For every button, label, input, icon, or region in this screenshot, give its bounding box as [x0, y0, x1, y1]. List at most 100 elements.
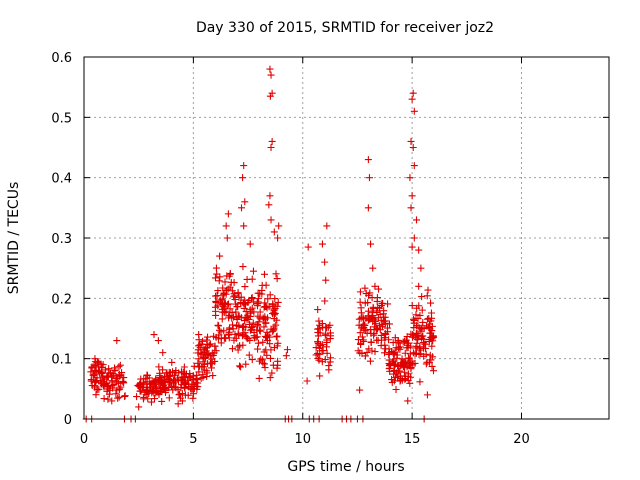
data-point: [426, 329, 434, 337]
data-point: [139, 395, 147, 403]
data-point: [391, 334, 399, 342]
data-point: [108, 397, 116, 405]
data-point: [323, 222, 331, 230]
data-point: [254, 339, 262, 347]
data-point: [262, 281, 270, 289]
data-point: [356, 386, 364, 394]
data-point: [407, 204, 415, 212]
data-point: [175, 391, 183, 399]
data-point: [243, 275, 251, 283]
data-point: [248, 356, 256, 364]
data-point: [371, 348, 379, 356]
data-point: [87, 376, 95, 384]
data-point: [269, 301, 277, 309]
data-point: [185, 383, 193, 391]
data-point: [230, 279, 238, 287]
data-point: [249, 319, 257, 327]
data-point: [100, 395, 108, 403]
data-point: [239, 174, 247, 182]
data-point: [246, 336, 254, 344]
data-point: [356, 298, 364, 306]
data-point: [391, 367, 399, 375]
data-point: [270, 308, 278, 316]
data-point: [312, 344, 320, 352]
data-point: [261, 303, 269, 311]
data-point: [246, 320, 254, 328]
data-point: [396, 345, 404, 353]
data-point: [231, 330, 239, 338]
data-point: [260, 323, 268, 331]
data-point: [260, 270, 268, 278]
data-point: [271, 304, 279, 312]
data-point: [270, 323, 278, 331]
data-point: [219, 284, 227, 292]
data-point: [115, 363, 123, 371]
data-point: [410, 107, 418, 115]
data-point: [410, 234, 418, 242]
data-point: [137, 375, 145, 383]
data-point: [364, 156, 372, 164]
data-point: [379, 310, 387, 318]
data-point: [214, 287, 222, 295]
data-point: [268, 137, 276, 145]
data-point: [409, 361, 417, 369]
y-tick-label: 0.1: [51, 353, 72, 368]
data-point: [246, 306, 254, 314]
data-point: [275, 222, 283, 230]
data-point: [361, 327, 369, 335]
data-point: [223, 234, 231, 242]
data-point: [263, 328, 271, 336]
data-point: [96, 377, 104, 385]
data-point: [365, 174, 373, 182]
data-point: [394, 338, 402, 346]
data-point: [181, 391, 189, 399]
data-point: [239, 323, 247, 331]
data-point: [421, 340, 429, 348]
data-point: [423, 292, 431, 300]
data-point: [225, 325, 233, 333]
data-point: [267, 346, 275, 354]
data-point: [106, 369, 114, 377]
data-point: [195, 355, 203, 363]
data-point: [423, 391, 431, 399]
data-point: [356, 329, 364, 337]
data-point: [93, 359, 101, 367]
data-point: [415, 282, 423, 290]
data-point: [357, 340, 365, 348]
data-point: [381, 313, 389, 321]
data-point: [209, 372, 217, 380]
data-point: [265, 201, 273, 209]
data-point: [229, 321, 237, 329]
data-point: [282, 352, 290, 360]
data-point: [413, 304, 421, 312]
data-point: [262, 319, 270, 327]
data-point: [255, 374, 263, 382]
data-point: [419, 318, 427, 326]
data-point: [271, 295, 279, 303]
data-point: [395, 362, 403, 370]
data-point: [136, 387, 144, 395]
data-point: [184, 377, 192, 385]
data-point: [407, 373, 415, 381]
data-point: [270, 228, 278, 236]
data-point: [220, 289, 228, 297]
data-point: [266, 65, 274, 73]
data-point: [418, 306, 426, 314]
data-point: [242, 301, 250, 309]
data-point: [254, 320, 262, 328]
data-point: [133, 393, 141, 401]
data-point: [218, 315, 226, 323]
data-point: [166, 378, 174, 386]
data-point: [318, 347, 326, 355]
axis-ticks: [83, 56, 609, 420]
data-point: [238, 204, 245, 212]
data-point: [92, 391, 100, 399]
data-point: [375, 285, 383, 293]
data-point: [314, 325, 322, 333]
data-point: [256, 289, 264, 297]
data-point: [107, 369, 115, 377]
data-point: [240, 222, 248, 230]
data-point: [413, 216, 420, 224]
data-point: [113, 337, 121, 345]
